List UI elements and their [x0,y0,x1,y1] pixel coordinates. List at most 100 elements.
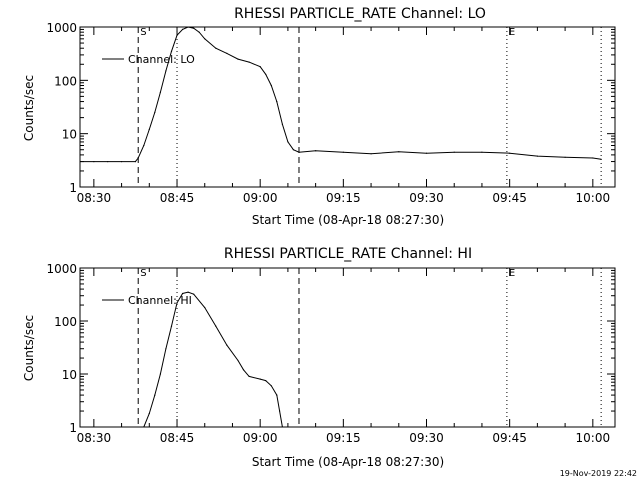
data-point [159,91,161,93]
data-point [600,158,602,160]
data-point [107,161,109,163]
y-axis-label: Counts/sec [22,315,36,381]
data-point [237,58,239,60]
data-point [315,150,317,152]
data-point [281,426,283,427]
data-point [276,101,278,103]
data-point [481,151,483,153]
data-point [248,61,250,63]
chart-panel-hi: RHESSI PARTICLE_RATE Channel: HI Counts/… [22,246,616,469]
data-point [279,410,281,412]
y-tick-label: 10 [62,368,77,382]
data-point [80,161,81,163]
data-point [165,348,167,350]
y-tick-label: 1000 [46,262,77,276]
event-marker-label: S [140,268,146,279]
data-point [370,153,372,155]
data-point [198,31,200,33]
data-point [193,27,195,29]
x-tick-label: 09:00 [243,191,278,205]
data-point [564,156,566,158]
data-point [165,70,167,72]
x-tick-label: 08:30 [77,431,112,445]
x-tick-label: 08:30 [77,191,112,205]
data-point [176,302,178,304]
data-point [193,293,195,295]
data-point [242,369,245,371]
y-tick-label: 1 [69,421,77,435]
data-point [237,359,239,362]
y-tick-label: 1 [69,181,77,195]
data-point [536,155,539,157]
data-point [93,161,95,163]
data-point [265,73,267,75]
data-point [182,292,184,295]
data-point [265,380,267,382]
data-point [276,394,278,396]
x-tick-label: 08:45 [160,431,195,445]
event-marker-label: E [509,27,515,38]
data-point [592,157,594,159]
data-point [281,123,283,125]
x-tick-label: 09:30 [409,191,444,205]
x-tick-label: 09:15 [326,431,361,445]
y-axis-label: Counts/sec [22,75,36,141]
x-tick-label: 08:45 [160,191,195,205]
x-tick-label: 10:00 [576,191,611,205]
data-point [154,111,156,113]
data-point [204,38,206,40]
x-tick-label: 09:30 [409,431,444,445]
series-line [143,291,283,427]
y-tick-label: 1000 [46,21,77,35]
x-tick-label: 10:00 [576,431,611,445]
data-point [215,325,217,327]
data-point [187,27,189,28]
data-point [509,152,511,154]
data-point [170,50,173,52]
data-point [176,34,178,36]
x-tick-label: 09:45 [492,191,527,205]
x-tick-label: 09:00 [243,431,278,445]
data-point [259,66,261,68]
plot-frame [79,26,616,188]
data-point [298,151,300,153]
data-point [215,47,217,49]
legend-entry: Channel: HI [128,294,192,307]
chart-panel-lo: RHESSI PARTICLE_RATE Channel: LO Counts/… [22,6,616,227]
data-point [148,412,150,415]
legend-entry: Channel: LO [128,53,195,66]
data-point [154,394,156,396]
data-point [182,28,184,30]
data-point [121,161,123,163]
data-point [134,161,136,163]
data-point [398,151,400,153]
event-marker-label: S [140,27,146,38]
data-point [226,52,228,55]
series-line [80,27,602,163]
data-point [148,128,150,130]
data-point [187,291,189,293]
plot-frame [79,267,616,428]
chart-title: RHESSI PARTICLE_RATE Channel: HI [224,246,472,262]
data-point [425,152,428,154]
data-point [170,325,173,327]
data-point [143,426,145,427]
data-point [143,144,145,147]
y-tick-label: 10 [62,128,77,142]
event-marker-label: E [509,268,515,279]
y-tick-label: 100 [54,315,77,329]
data-point [270,84,272,87]
data-point [342,151,344,153]
x-tick-label: 09:45 [492,431,527,445]
data-point [259,378,261,380]
x-tick-label: 09:15 [326,191,361,205]
chart-title: RHESSI PARTICLE_RATE Channel: LO [234,6,486,22]
x-axis-label: Start Time (08-Apr-18 08:27:30) [252,213,444,227]
data-point [287,141,289,143]
data-point [453,151,455,153]
data-point [159,373,161,375]
data-point [204,306,206,309]
data-point [248,375,250,377]
x-axis-label: Start Time (08-Apr-18 08:27:30) [252,455,444,469]
